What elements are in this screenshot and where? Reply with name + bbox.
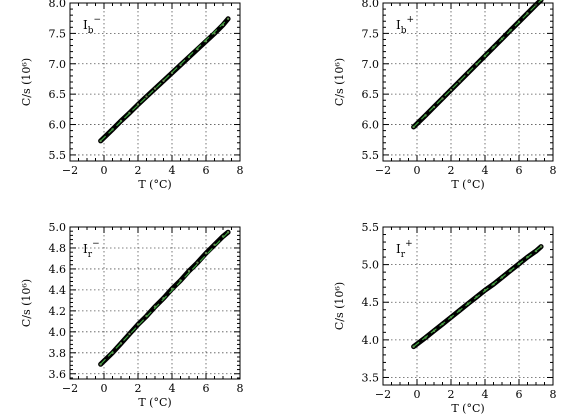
data-point [226, 17, 230, 20]
fit-line [100, 18, 229, 142]
y-tick-label: 6.0 [362, 119, 380, 132]
y-tick-label: 5.5 [362, 221, 380, 234]
y-tick-label: 6.5 [362, 88, 380, 101]
x-tick-label: 0 [414, 164, 421, 177]
y-tick-label: 6.0 [49, 119, 67, 132]
x-tick-label: 6 [203, 382, 210, 395]
y-tick-label: 3.6 [49, 368, 67, 381]
y-tick-label: 8.0 [49, 0, 67, 10]
panel-label: Ir− [83, 239, 100, 260]
data-point [153, 87, 157, 90]
chart-panel-2: −2 0 2 4 6 8 5.5 6.0 6.5 7.0 7.5 8.0 T (°C) C/s (10⁶)… [333, 0, 557, 191]
chart-panel-1: −2 0 2 4 6 8 5.5 6.0 6.5 7.0 7.5 8.0 T (°C) C/s (10⁶)… [20, 0, 244, 191]
y-tick-label: 5.5 [49, 149, 67, 162]
data-point [136, 323, 140, 326]
y-tick-label: 7.0 [362, 58, 380, 71]
y-axis-label: C/s (10⁶) [20, 58, 33, 106]
panel-label: Ib+ [396, 15, 414, 36]
panel-label: Ir+ [396, 239, 413, 260]
data-point [162, 79, 165, 82]
chart-panel-3: −2 0 2 4 6 8 3.6 3.8 4.0 4.2 4.4 4.6 4.8 5.0 T (°C) C/s… [20, 221, 244, 409]
fit-line [413, 246, 542, 348]
x-tick-label: −2 [375, 388, 391, 401]
panel-label-sub: b [401, 26, 407, 36]
y-tick-label: 5.5 [362, 149, 380, 162]
panel-label-main: I [83, 242, 88, 256]
x-axis-label: T (°C) [451, 402, 484, 415]
x-tick-label: 8 [550, 164, 557, 177]
y-tick-label: 4.8 [49, 242, 67, 255]
x-tick-label: 2 [135, 382, 142, 395]
y-tick-label: 7.0 [49, 58, 67, 71]
panel-label-sub: b [88, 26, 94, 36]
y-tick-label: 5.0 [362, 259, 380, 272]
x-tick-label: 6 [203, 164, 210, 177]
y-tick-label: 5.0 [49, 221, 67, 234]
data-point [136, 103, 140, 106]
x-tick-label: 0 [101, 164, 108, 177]
y-tick-label: 4.6 [49, 263, 67, 276]
y-axis-label: C/s (10⁶) [20, 279, 33, 327]
x-tick-label: 8 [237, 382, 244, 395]
panel-label-sup: − [92, 239, 100, 249]
x-tick-label: 4 [482, 388, 489, 401]
data-point [204, 252, 208, 255]
x-axis-label: T (°C) [138, 396, 171, 409]
x-tick-label: 2 [135, 164, 142, 177]
data-point [196, 261, 199, 264]
y-tick-label: 4.4 [49, 284, 67, 297]
y-tick-label: 4.0 [49, 326, 67, 339]
data-point [187, 269, 191, 273]
x-tick-label: 4 [169, 382, 176, 395]
plot-frame [69, 2, 241, 162]
panel-label-main: I [83, 18, 88, 32]
data-series-line [411, 244, 544, 350]
panel-label-sup: − [94, 15, 102, 25]
fit-line [100, 231, 229, 365]
x-tick-label: 2 [448, 164, 455, 177]
y-tick-label: 8.0 [362, 0, 380, 10]
data-point [449, 88, 453, 92]
x-tick-label: 0 [101, 382, 108, 395]
y-tick-label: 4.0 [362, 334, 380, 347]
x-tick-label: −2 [62, 382, 78, 395]
data-point [458, 80, 461, 83]
x-tick-label: 6 [516, 388, 523, 401]
y-tick-label: 6.5 [49, 88, 67, 101]
chart-panel-4: −2 0 2 4 6 8 3.5 4.0 4.5 5.0 5.5 T (°C) C/s (10⁶) Ir+ [333, 221, 557, 415]
panel-label-sup: + [405, 239, 413, 249]
plot-frame [69, 226, 241, 380]
y-tick-label: 7.5 [362, 27, 380, 40]
panel-label-main: I [396, 242, 401, 256]
x-tick-label: 6 [516, 164, 523, 177]
x-axis-label: T (°C) [451, 178, 484, 191]
data-point [145, 95, 148, 98]
y-tick-label: 4.2 [49, 305, 67, 318]
y-tick-label: 7.5 [49, 27, 67, 40]
y-axis-label: C/s (10⁶) [333, 282, 346, 330]
panel-label-sub: r [88, 250, 93, 260]
x-tick-label: 4 [482, 164, 489, 177]
panel-label-sup: + [407, 15, 415, 25]
x-tick-label: 0 [414, 388, 421, 401]
y-tick-label: 3.8 [49, 347, 67, 360]
panel-label: Ib− [83, 15, 101, 36]
y-axis-label: C/s (10⁶) [333, 58, 346, 106]
y-tick-label: 4.5 [362, 296, 380, 309]
panel-label-main: I [396, 18, 401, 32]
fit-line [413, 0, 542, 128]
x-tick-label: 4 [169, 164, 176, 177]
panel-label-sub: r [401, 250, 406, 260]
x-tick-label: −2 [62, 164, 78, 177]
x-tick-label: −2 [375, 164, 391, 177]
x-tick-label: 2 [448, 388, 455, 401]
x-axis-label: T (°C) [138, 178, 171, 191]
y-tick-label: 3.5 [362, 371, 380, 384]
data-point [539, 245, 543, 248]
plot-frame [382, 2, 554, 162]
data-point [128, 332, 131, 336]
x-tick-label: 8 [550, 388, 557, 401]
x-tick-label: 8 [237, 164, 244, 177]
